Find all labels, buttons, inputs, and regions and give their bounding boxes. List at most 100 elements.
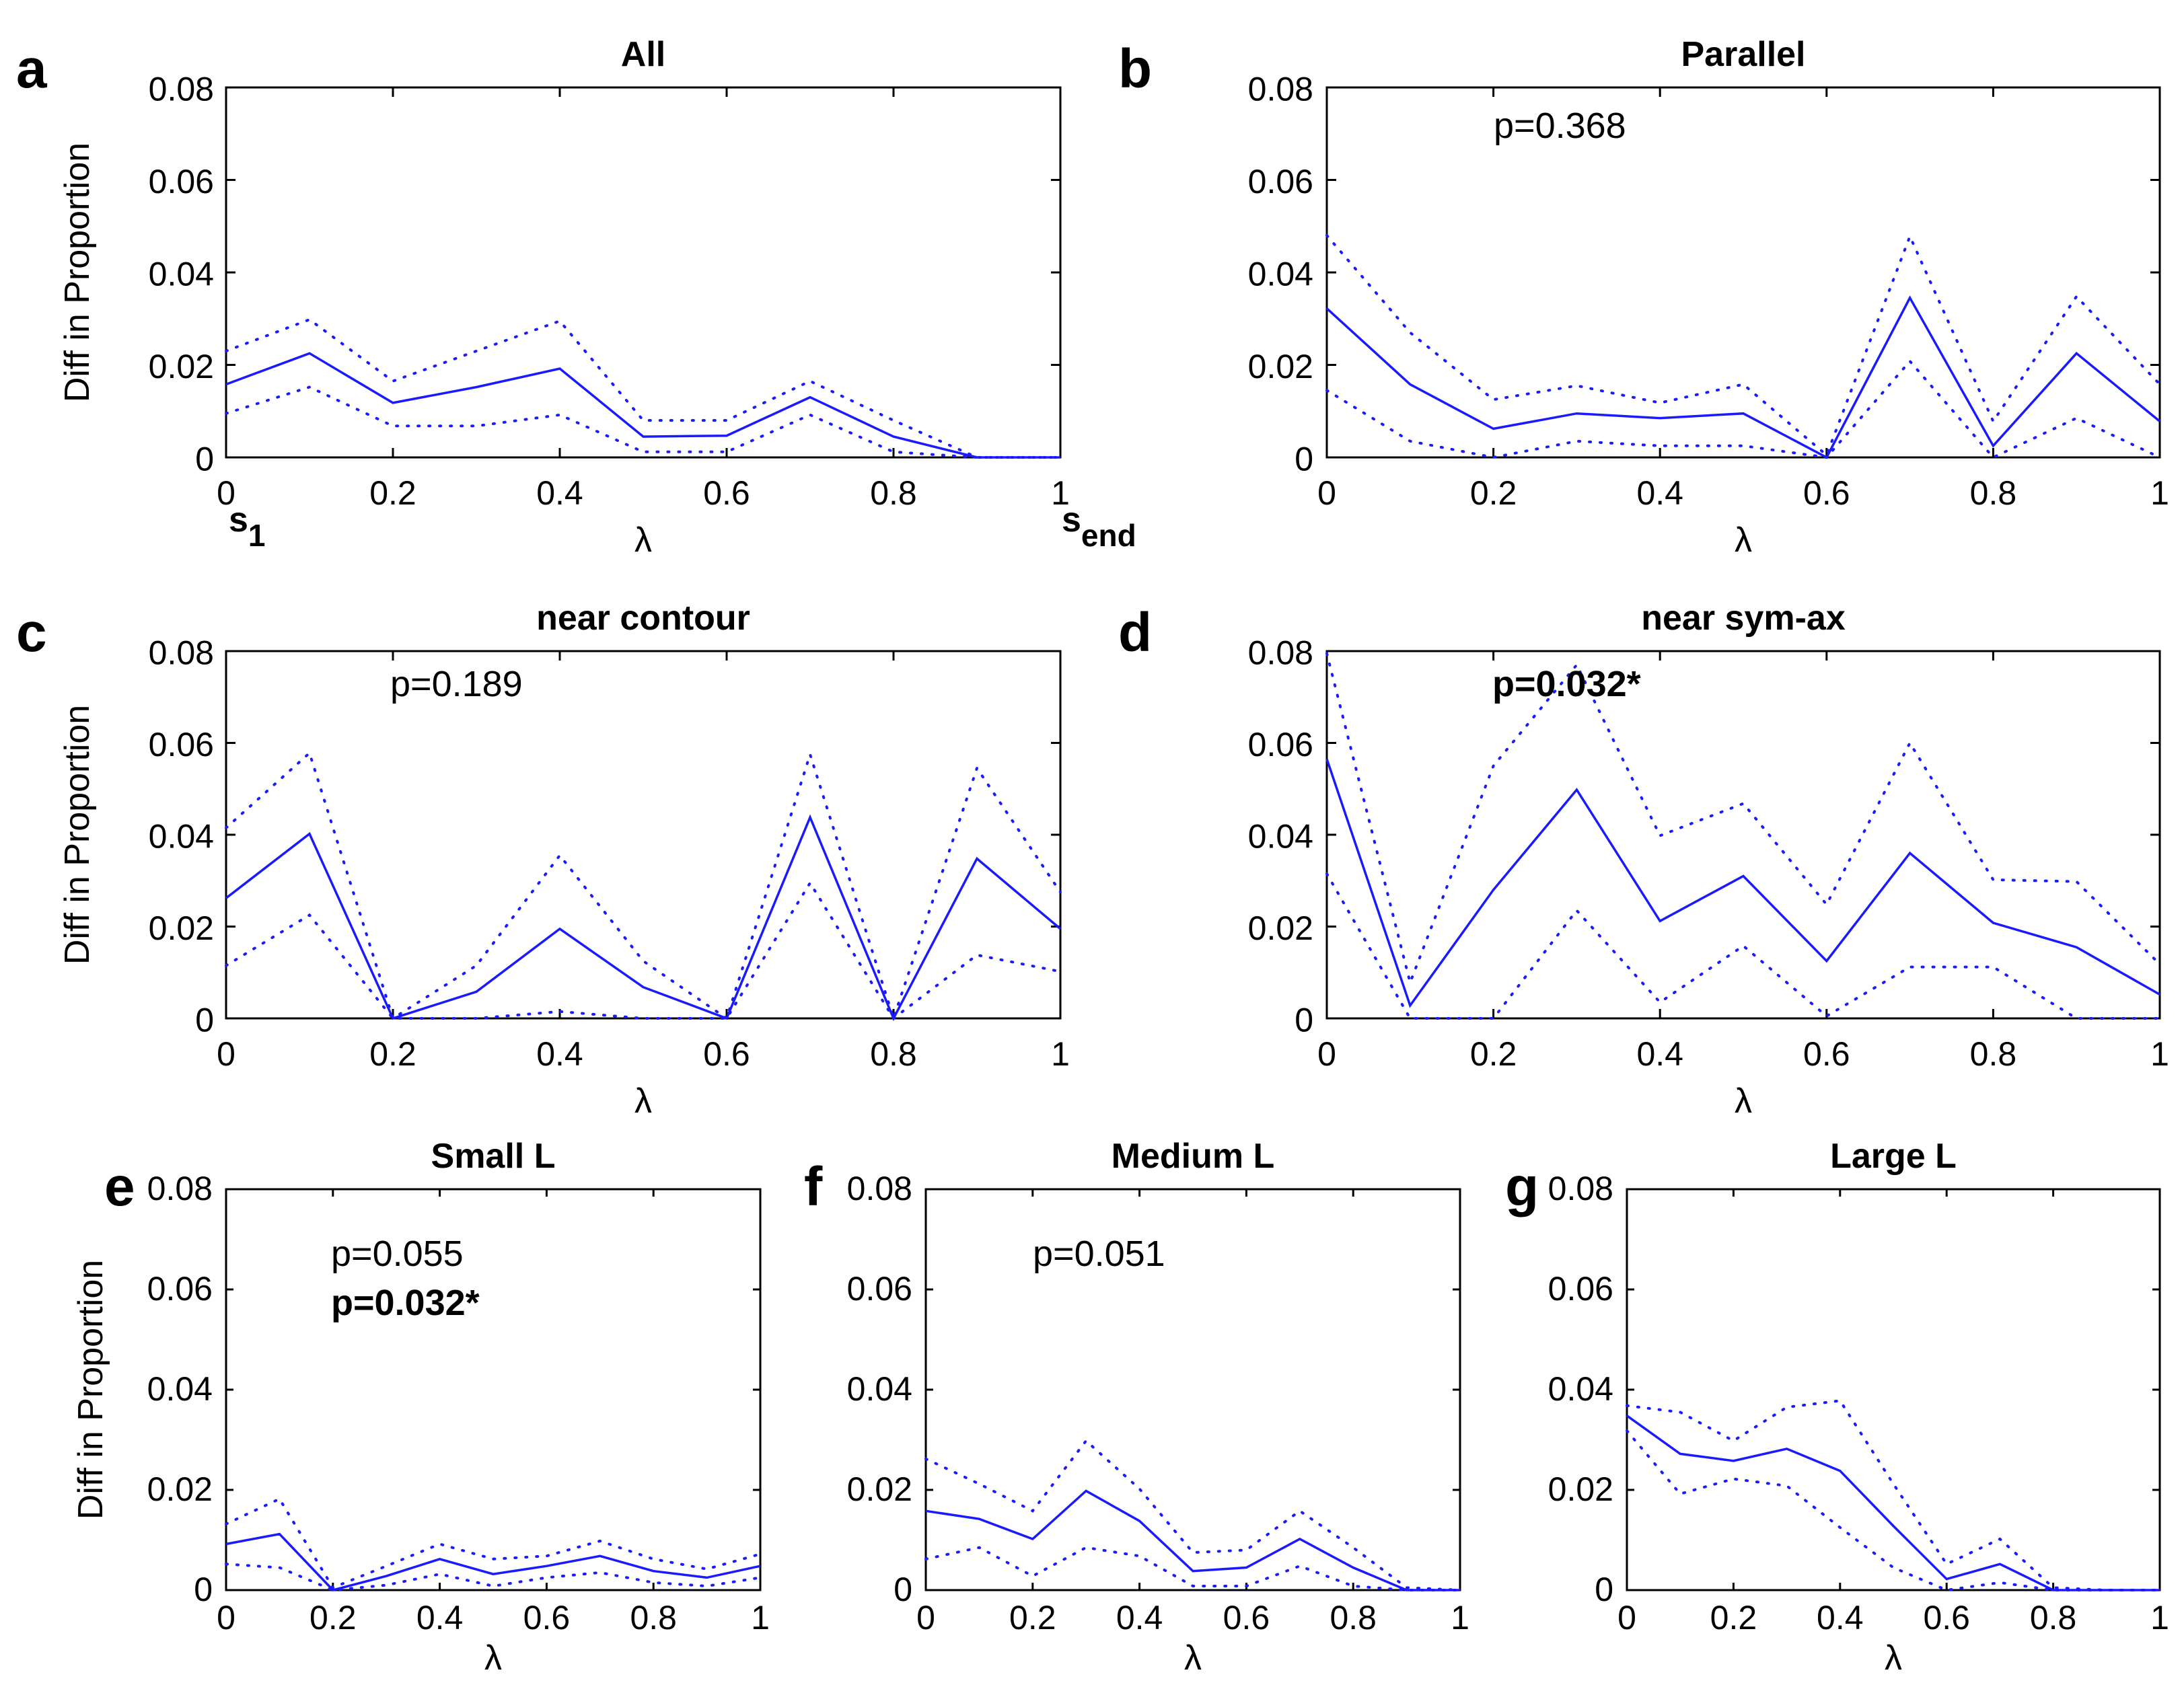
series-line-bound-1 bbox=[225, 317, 1062, 459]
y-tick-label: 0.02 bbox=[149, 909, 214, 947]
x-axis-label: λ bbox=[634, 1082, 652, 1121]
y-axis-label: Diff in Proportion bbox=[58, 143, 97, 402]
p-value-annotation: p=0.055 bbox=[331, 1234, 464, 1274]
panel-d: 0 0.2 0.4 0.6 0.8 1 0 0.02 0.04 0.06 0.08 near sym-… bbox=[1118, 599, 2169, 1121]
y-tick-label: 0.04 bbox=[847, 1370, 912, 1408]
x-tick-label: 0 bbox=[916, 1599, 935, 1637]
x-tick-label: 0 bbox=[1317, 474, 1336, 512]
x-tick-label: 0.8 bbox=[870, 474, 917, 512]
y-tick-label: 0.08 bbox=[1548, 1170, 1613, 1207]
x-tick-label: 0.2 bbox=[1710, 1599, 1757, 1637]
panel-letter: a bbox=[16, 38, 48, 100]
series-line-bound-1 bbox=[225, 749, 1062, 1023]
y-tick-label: 0.04 bbox=[1248, 817, 1313, 855]
y-tick-label: 0.08 bbox=[847, 1170, 912, 1207]
x-endpoint-label: s1 bbox=[229, 500, 266, 553]
x-tick-label: 0.6 bbox=[1923, 1599, 1970, 1637]
panel-letter: g bbox=[1505, 1156, 1539, 1217]
y-tick-label: 0.02 bbox=[1548, 1470, 1613, 1508]
x-tick-label: 1 bbox=[1051, 1035, 1070, 1073]
x-tick-label: 0.6 bbox=[1803, 474, 1850, 512]
series-line-mean bbox=[1325, 758, 2160, 1008]
x-tick-label: 0.8 bbox=[1970, 474, 2017, 512]
series-line-bound-2 bbox=[225, 1563, 762, 1592]
x-tick-label: 0 bbox=[217, 474, 235, 512]
x-tick-label: 0 bbox=[217, 1599, 235, 1637]
x-tick-label: 0.4 bbox=[416, 1599, 464, 1637]
x-tick-label: 0.6 bbox=[703, 474, 750, 512]
p-value-annotation: p=0.032* bbox=[331, 1283, 480, 1323]
y-tick-label: 0.02 bbox=[1248, 909, 1313, 947]
y-tick-label: 0.04 bbox=[147, 1370, 213, 1408]
y-tick-label: 0 bbox=[1595, 1571, 1613, 1608]
x-tick-label: 1 bbox=[751, 1599, 770, 1637]
x-tick-label: 0 bbox=[1617, 1599, 1636, 1637]
x-tick-label: 0.2 bbox=[369, 474, 416, 512]
x-tick-label: 1 bbox=[1451, 1599, 1469, 1637]
axes-frame bbox=[225, 650, 1062, 1020]
series-line-bound-1 bbox=[1626, 1399, 2161, 1591]
x-tick-label: 0.4 bbox=[536, 474, 583, 512]
x-tick-label: 0 bbox=[1317, 1035, 1336, 1073]
panel-f: 0 0.2 0.4 0.6 0.8 1 0 0.02 0.04 0.06 0.08 Medium L f… bbox=[804, 1137, 1469, 1678]
axes-frame bbox=[1325, 86, 2161, 459]
x-tick-label: 1 bbox=[2150, 474, 2169, 512]
y-tick-label: 0.06 bbox=[149, 726, 214, 763]
axes-frame bbox=[1626, 1188, 2161, 1591]
x-tick-label: 0.8 bbox=[630, 1599, 677, 1637]
p-value-annotation: p=0.051 bbox=[1033, 1234, 1165, 1274]
series-line-bound-2 bbox=[225, 385, 1062, 459]
series-line-mean bbox=[225, 814, 1062, 1022]
y-tick-label: 0 bbox=[194, 1571, 213, 1608]
panel-letter: e bbox=[104, 1156, 135, 1217]
panel-e: 0 0.2 0.4 0.6 0.8 1 0 0.02 0.04 0.06 0.08 Small L e λ… bbox=[71, 1137, 770, 1678]
panel-title: Medium L bbox=[1112, 1137, 1275, 1176]
y-tick-label: 0.06 bbox=[1248, 163, 1313, 200]
axes-frame bbox=[225, 86, 1062, 459]
y-tick-label: 0.02 bbox=[149, 348, 214, 385]
y-tick-label: 0 bbox=[1295, 440, 1313, 478]
series-line-mean bbox=[925, 1489, 1460, 1591]
y-axis-label: Diff in Proportion bbox=[58, 705, 97, 965]
x-tick-label: 0.4 bbox=[1636, 1035, 1683, 1073]
panel-title: All bbox=[621, 35, 665, 74]
series-line-bound-2 bbox=[1325, 359, 2161, 459]
y-tick-label: 0.06 bbox=[1248, 726, 1313, 763]
y-tick-label: 0.08 bbox=[149, 634, 214, 671]
x-tick-label: 0.4 bbox=[1817, 1599, 1864, 1637]
panel-letter: c bbox=[16, 602, 47, 663]
x-tick-label: 0.8 bbox=[2030, 1599, 2077, 1637]
panel-letter: d bbox=[1118, 602, 1152, 663]
x-tick-label: 0.2 bbox=[1470, 1035, 1517, 1073]
series-line-bound-1 bbox=[1325, 233, 2161, 457]
axes-frame bbox=[1325, 650, 2161, 1020]
x-axis-label: λ bbox=[1735, 521, 1752, 560]
panel-title: Large L bbox=[1830, 1137, 1957, 1176]
series-line-mean bbox=[225, 1532, 761, 1591]
x-tick-label: 1 bbox=[2150, 1599, 2169, 1637]
y-tick-label: 0.06 bbox=[847, 1270, 912, 1308]
y-axis-label: Diff in Proportion bbox=[71, 1260, 110, 1519]
x-tick-label: 0.4 bbox=[536, 1035, 583, 1073]
panel-title: Small L bbox=[431, 1137, 556, 1176]
y-tick-label: 0.08 bbox=[1248, 634, 1313, 671]
x-axis-label: λ bbox=[484, 1639, 502, 1678]
p-value-annotation: p=0.032* bbox=[1492, 664, 1641, 704]
x-axis-label: λ bbox=[1184, 1639, 1202, 1678]
series-line-mean bbox=[1626, 1415, 2160, 1591]
x-tick-label: 0.2 bbox=[1470, 474, 1517, 512]
series-line-bound-1 bbox=[924, 1439, 1461, 1591]
x-tick-label: 0.6 bbox=[1223, 1599, 1270, 1637]
panel-g: 0 0.2 0.4 0.6 0.8 1 0 0.02 0.04 0.06 0.08 Large L g λ bbox=[1505, 1137, 2169, 1678]
y-tick-label: 0 bbox=[195, 1001, 214, 1039]
x-tick-label: 1 bbox=[1051, 474, 1070, 512]
y-tick-label: 0.02 bbox=[147, 1470, 213, 1508]
x-axis-label: λ bbox=[634, 521, 652, 560]
panel-title: Parallel bbox=[1681, 35, 1805, 74]
x-tick-label: 0.4 bbox=[1636, 474, 1683, 512]
panel-a: 0 0.2 0.4 0.6 0.8 1 0 0.02 0.04 0.06 0.08 All a λ Diff… bbox=[16, 35, 1136, 560]
x-tick-label: 0.2 bbox=[310, 1599, 357, 1637]
x-tick-label: 0.6 bbox=[703, 1035, 750, 1073]
series-line-bound-1 bbox=[225, 1497, 762, 1589]
